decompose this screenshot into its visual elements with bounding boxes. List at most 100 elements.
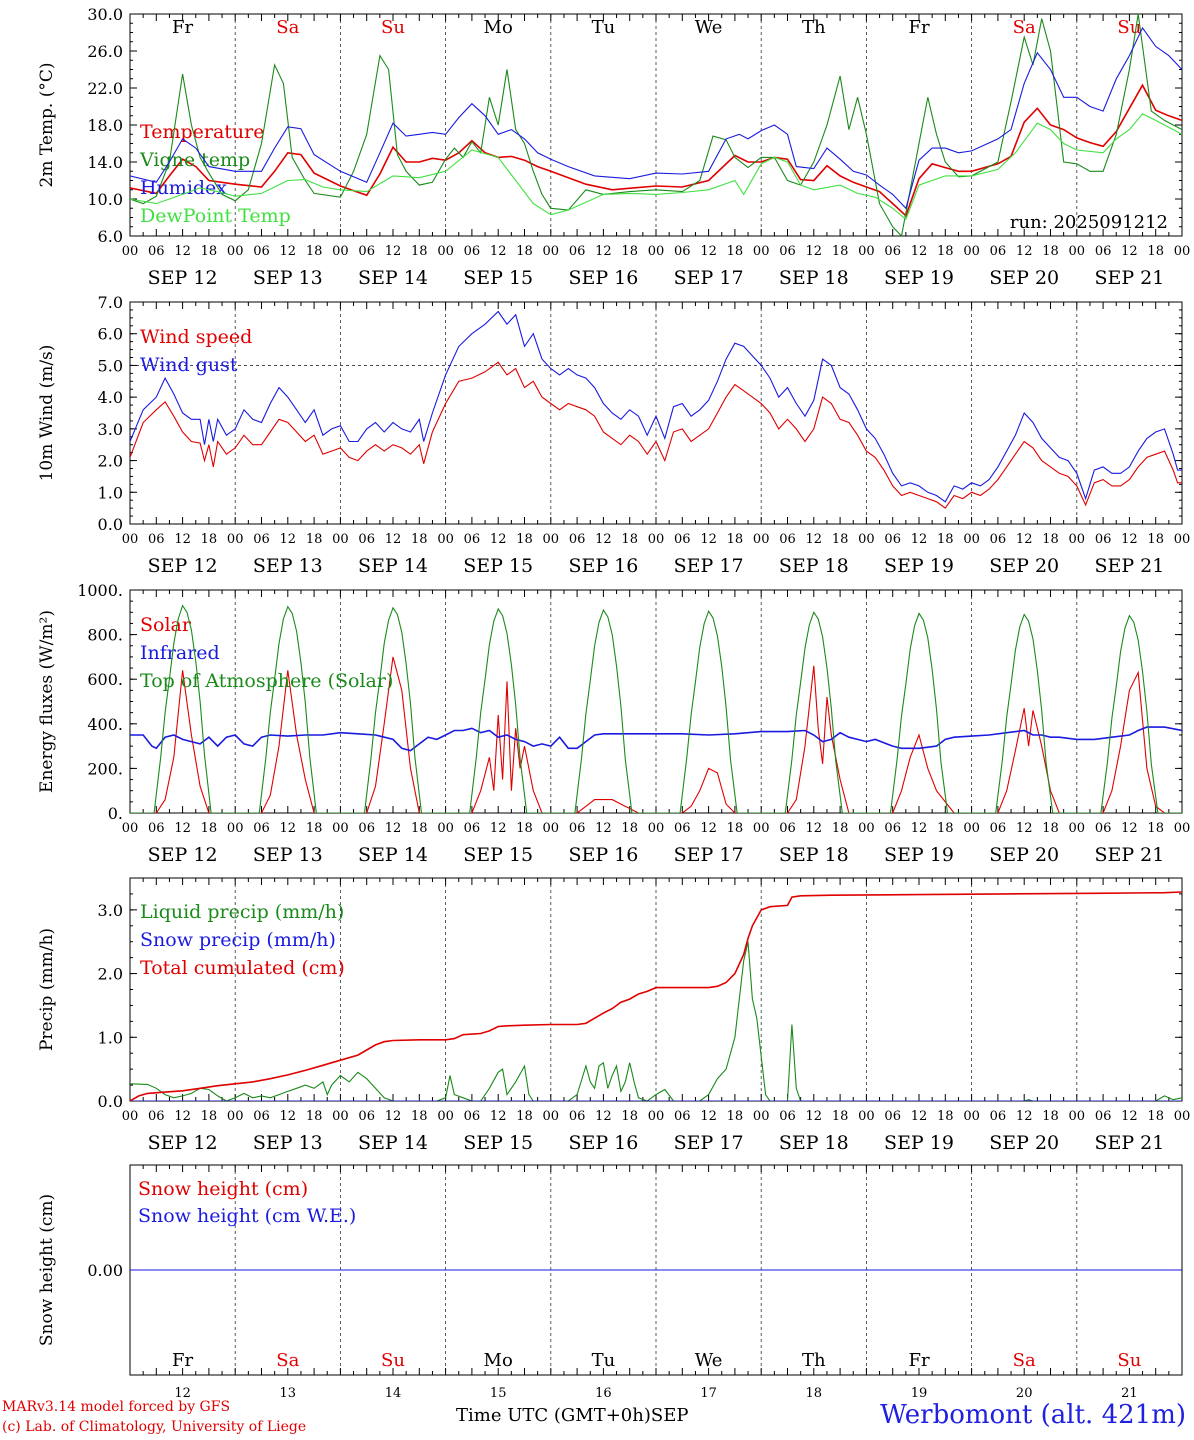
hour-tick-label: 18 xyxy=(1147,244,1164,259)
hour-tick-label: 12 xyxy=(700,821,717,836)
hour-tick-label: 00 xyxy=(437,821,454,836)
hour-tick-label: 12 xyxy=(700,532,717,547)
hour-tick-label: 00 xyxy=(437,244,454,259)
hour-tick-label: 06 xyxy=(1095,1109,1112,1124)
legend-entry: Temperature xyxy=(140,121,264,143)
legend-entry: Vigne temp xyxy=(139,149,250,171)
weekday-label: Sa xyxy=(276,17,299,38)
day-number-label: 20 xyxy=(1016,1386,1033,1401)
date-label: SEP 16 xyxy=(568,555,638,577)
hour-tick-label: 12 xyxy=(806,532,823,547)
y-tick-label: 3.0 xyxy=(98,420,123,439)
hour-tick-label: 18 xyxy=(832,821,849,836)
hour-tick-label: 06 xyxy=(358,532,375,547)
y-tick-label: 1000. xyxy=(77,581,123,600)
date-label: SEP 17 xyxy=(674,844,744,866)
date-label: SEP 13 xyxy=(253,555,323,577)
hour-tick-label: 12 xyxy=(490,244,507,259)
hour-tick-label: 06 xyxy=(884,532,901,547)
lab-credit: (c) Lab. of Climatology, University of L… xyxy=(2,1419,307,1435)
hour-tick-label: 06 xyxy=(253,1109,270,1124)
hour-tick-label: 18 xyxy=(516,244,533,259)
time-axis-title: Time UTC (GMT+0h)SEP xyxy=(456,1405,689,1426)
hour-tick-label: 00 xyxy=(122,1109,139,1124)
hour-tick-label: 12 xyxy=(806,821,823,836)
hour-tick-label: 06 xyxy=(990,532,1007,547)
hour-tick-label: 18 xyxy=(306,532,323,547)
weekday-label: We xyxy=(695,17,723,38)
hour-tick-label: 18 xyxy=(832,532,849,547)
hour-tick-label: 12 xyxy=(490,532,507,547)
hour-tick-label: 00 xyxy=(963,1109,980,1124)
hour-tick-label: 06 xyxy=(990,244,1007,259)
hour-tick-label: 00 xyxy=(437,1109,454,1124)
hour-tick-label: 06 xyxy=(884,821,901,836)
hour-tick-label: 12 xyxy=(911,821,928,836)
hour-tick-label: 00 xyxy=(1174,821,1191,836)
weekday-label: Fr xyxy=(908,17,929,38)
day-number-label: 13 xyxy=(280,1386,297,1401)
hour-tick-label: 06 xyxy=(779,1109,796,1124)
hour-tick-label: 00 xyxy=(858,821,875,836)
date-label: SEP 14 xyxy=(358,555,428,577)
panel-wind: 0.0 1.0 2.0 3.0 4.0 5.0 6.0 7.0 10m Wind (m/s) 00… xyxy=(37,293,1190,577)
hour-tick-label: 06 xyxy=(358,244,375,259)
hour-tick-label: 06 xyxy=(464,244,481,259)
y-axis-label: 2m Temp. (°C) xyxy=(37,62,57,187)
hour-tick-label: 18 xyxy=(201,821,218,836)
hour-tick-label: 00 xyxy=(227,532,244,547)
hour-tick-label: 18 xyxy=(937,532,954,547)
station-label: Werbomont (alt. 421m) xyxy=(880,1400,1186,1430)
hour-tick-label: 00 xyxy=(1069,1109,1086,1124)
hour-tick-label: 12 xyxy=(1121,244,1138,259)
hour-tick-label: 00 xyxy=(753,244,770,259)
date-label: SEP 12 xyxy=(148,844,218,866)
hour-tick-label: 06 xyxy=(148,532,165,547)
hour-tick-label: 12 xyxy=(1121,821,1138,836)
day-number-label: 18 xyxy=(806,1386,823,1401)
date-label: SEP 15 xyxy=(463,267,533,289)
weekday-label: Su xyxy=(381,17,405,38)
weekday-label: Su xyxy=(1117,1350,1141,1371)
hour-tick-label: 18 xyxy=(306,244,323,259)
day-number-label: 19 xyxy=(911,1386,928,1401)
y-tick-label: 400. xyxy=(87,715,123,734)
hour-tick-label: 06 xyxy=(779,244,796,259)
date-label: SEP 13 xyxy=(253,1132,323,1154)
hour-tick-label: 12 xyxy=(911,532,928,547)
series-line-precip-2 xyxy=(130,891,1182,1101)
hour-tick-label: 18 xyxy=(516,1109,533,1124)
hour-tick-label: 18 xyxy=(937,821,954,836)
legend-entry: Snow precip (mm/h) xyxy=(140,929,336,951)
hour-tick-label: 18 xyxy=(621,1109,638,1124)
plot-frame xyxy=(129,589,1183,814)
hour-tick-label: 12 xyxy=(700,244,717,259)
hour-tick-label: 00 xyxy=(858,1109,875,1124)
date-label: SEP 12 xyxy=(148,1132,218,1154)
hour-tick-label: 18 xyxy=(306,1109,323,1124)
series-line-precip-0 xyxy=(130,941,1182,1101)
hour-tick-label: 12 xyxy=(806,244,823,259)
day-number-label: 12 xyxy=(174,1386,191,1401)
legend-entry: Infrared xyxy=(140,642,220,664)
hour-tick-label: 12 xyxy=(385,244,402,259)
weekday-label: Su xyxy=(381,1350,405,1371)
hour-tick-label: 12 xyxy=(280,1109,297,1124)
hour-tick-label: 00 xyxy=(332,532,349,547)
hour-tick-label: 18 xyxy=(832,244,849,259)
y-tick-label: 1.0 xyxy=(98,483,123,502)
hour-tick-label: 18 xyxy=(411,1109,428,1124)
weekday-label: Fr xyxy=(908,1350,929,1371)
hour-tick-label: 12 xyxy=(385,821,402,836)
date-label: SEP 18 xyxy=(779,1132,849,1154)
hour-tick-label: 18 xyxy=(727,244,744,259)
panel-temp: 6.0 10.0 14.0 18.0 22.0 26.0 30.0 2m Temp. (°C)… xyxy=(37,5,1190,289)
series-line-wind-0 xyxy=(130,361,1182,509)
hour-tick-label: 06 xyxy=(464,1109,481,1124)
hour-tick-label: 12 xyxy=(1016,1109,1033,1124)
hour-tick-label: 06 xyxy=(148,244,165,259)
hour-tick-label: 06 xyxy=(779,532,796,547)
date-label: SEP 16 xyxy=(568,1132,638,1154)
hour-tick-label: 12 xyxy=(1121,1109,1138,1124)
date-label: SEP 21 xyxy=(1094,1132,1164,1154)
